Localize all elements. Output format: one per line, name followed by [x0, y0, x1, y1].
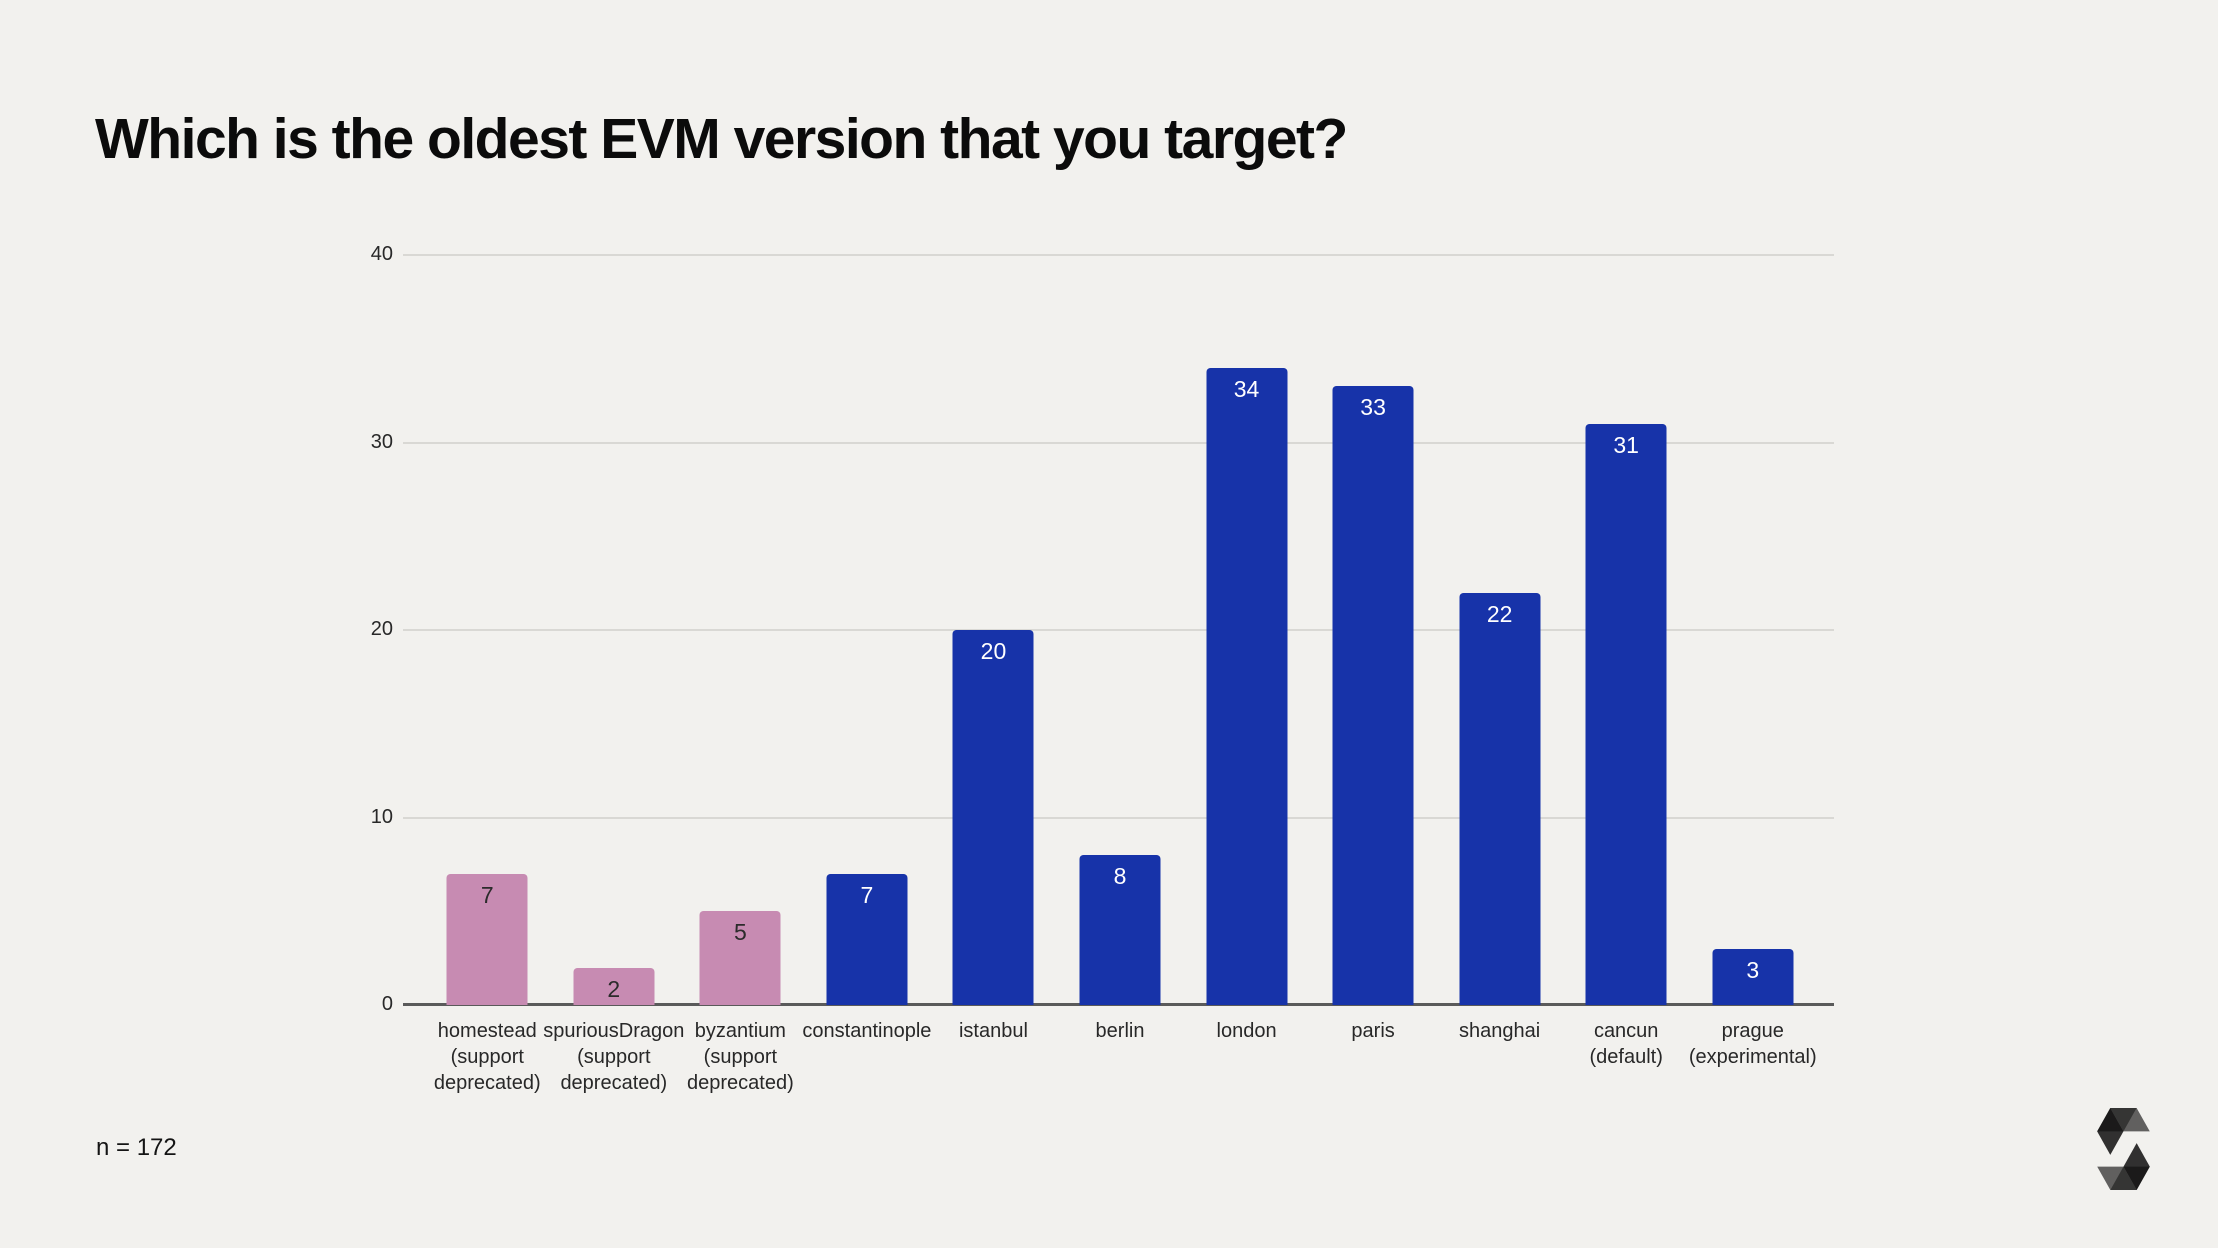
x-axis-category-label: berlin — [1095, 1020, 1145, 1042]
x-axis-category-label: constantinople — [802, 1020, 932, 1042]
x-axis-category-label: paris — [1351, 1020, 1395, 1042]
bar-constantinople: 7 — [826, 873, 908, 1005]
bar-slot: 3 prague (experimental) — [1689, 255, 1817, 1068]
x-axis-category-label: byzantium (support deprecated) — [686, 1020, 794, 1094]
solidity-logo — [2097, 1108, 2150, 1190]
bar-value-label: 7 — [480, 881, 494, 908]
y-axis-tick-label: 40 — [370, 243, 393, 266]
bar-value-label: 2 — [607, 975, 621, 1002]
bar-value-label: 5 — [733, 919, 747, 946]
bar-slot: 7 homestead (support deprecated) — [424, 255, 551, 1094]
bar-value-label: 8 — [1113, 863, 1127, 889]
bar-london: 34 — [1206, 367, 1288, 1005]
chart-question-title: Which is the oldest EVM version that you… — [95, 107, 1348, 171]
x-axis-category-label: shanghai — [1459, 1020, 1541, 1042]
bar-slot: 20 istanbul — [930, 255, 1057, 1042]
bar-slot: 22 shanghai — [1436, 255, 1563, 1042]
bar-slot: 33 paris — [1310, 255, 1437, 1042]
bar-value-label: 34 — [1233, 375, 1260, 402]
bar-value-label: 3 — [1746, 956, 1760, 983]
bar-value-label: 22 — [1486, 600, 1513, 627]
gridline-30 — [403, 441, 1834, 444]
bar-slot: 7 constantinople — [802, 255, 931, 1042]
gridline-20 — [403, 629, 1834, 631]
bar-slot: 34 london — [1183, 255, 1310, 1042]
x-axis-category-label: london — [1216, 1020, 1277, 1042]
bar-slot: 2 spuriousDragon (support deprecated) — [543, 255, 684, 1094]
bar-spuriousDragon: 2 — [573, 967, 655, 1005]
bar-value-label: 31 — [1613, 431, 1639, 458]
bar-slot: 5 byzantium (support deprecated) — [677, 255, 804, 1094]
bar-value-label: 33 — [1360, 394, 1386, 421]
bar-value-label: 7 — [860, 881, 874, 908]
x-axis-category-label: istanbul — [958, 1020, 1028, 1042]
bar-slot: 8 berlin — [1057, 255, 1184, 1042]
bar-byzantium: 5 — [699, 911, 781, 1005]
bar-paris: 33 — [1332, 386, 1414, 1005]
y-axis-tick-label: 10 — [370, 805, 393, 828]
gridline-10 — [403, 816, 1834, 819]
bar-shanghai: 22 — [1459, 592, 1541, 1005]
bar-value-label: 20 — [980, 638, 1007, 664]
bars-row: 7 homestead (support deprecated) 2 spurious… — [424, 255, 1817, 1094]
y-axis-tick-label: 0 — [381, 993, 393, 1016]
x-axis-category-label: homestead (support deprecated) — [433, 1020, 541, 1094]
x-axis-category-label: prague (experimental) — [1688, 1020, 1817, 1068]
plot-area: 0 10 20 30 40 7 homestead (support deprecated… — [371, 243, 1834, 1094]
bar-cancun: 31 — [1585, 423, 1667, 1005]
gridline-40 — [403, 254, 1834, 256]
bar-istanbul: 20 — [952, 630, 1034, 1005]
bar-homestead: 7 — [446, 873, 528, 1005]
y-axis-tick-label: 20 — [370, 618, 393, 641]
bar-berlin: 8 — [1079, 855, 1161, 1005]
sample-size-note: n = 172 — [96, 1134, 177, 1161]
bar-slot: 31 cancun (default) — [1563, 255, 1690, 1068]
y-axis-tick-label: 30 — [370, 430, 393, 453]
bar-prague: 3 — [1712, 948, 1794, 1005]
x-axis-category-label: spuriousDragon (support deprecated) — [543, 1020, 685, 1094]
x-axis-category-label: cancun (default) — [1589, 1020, 1663, 1068]
